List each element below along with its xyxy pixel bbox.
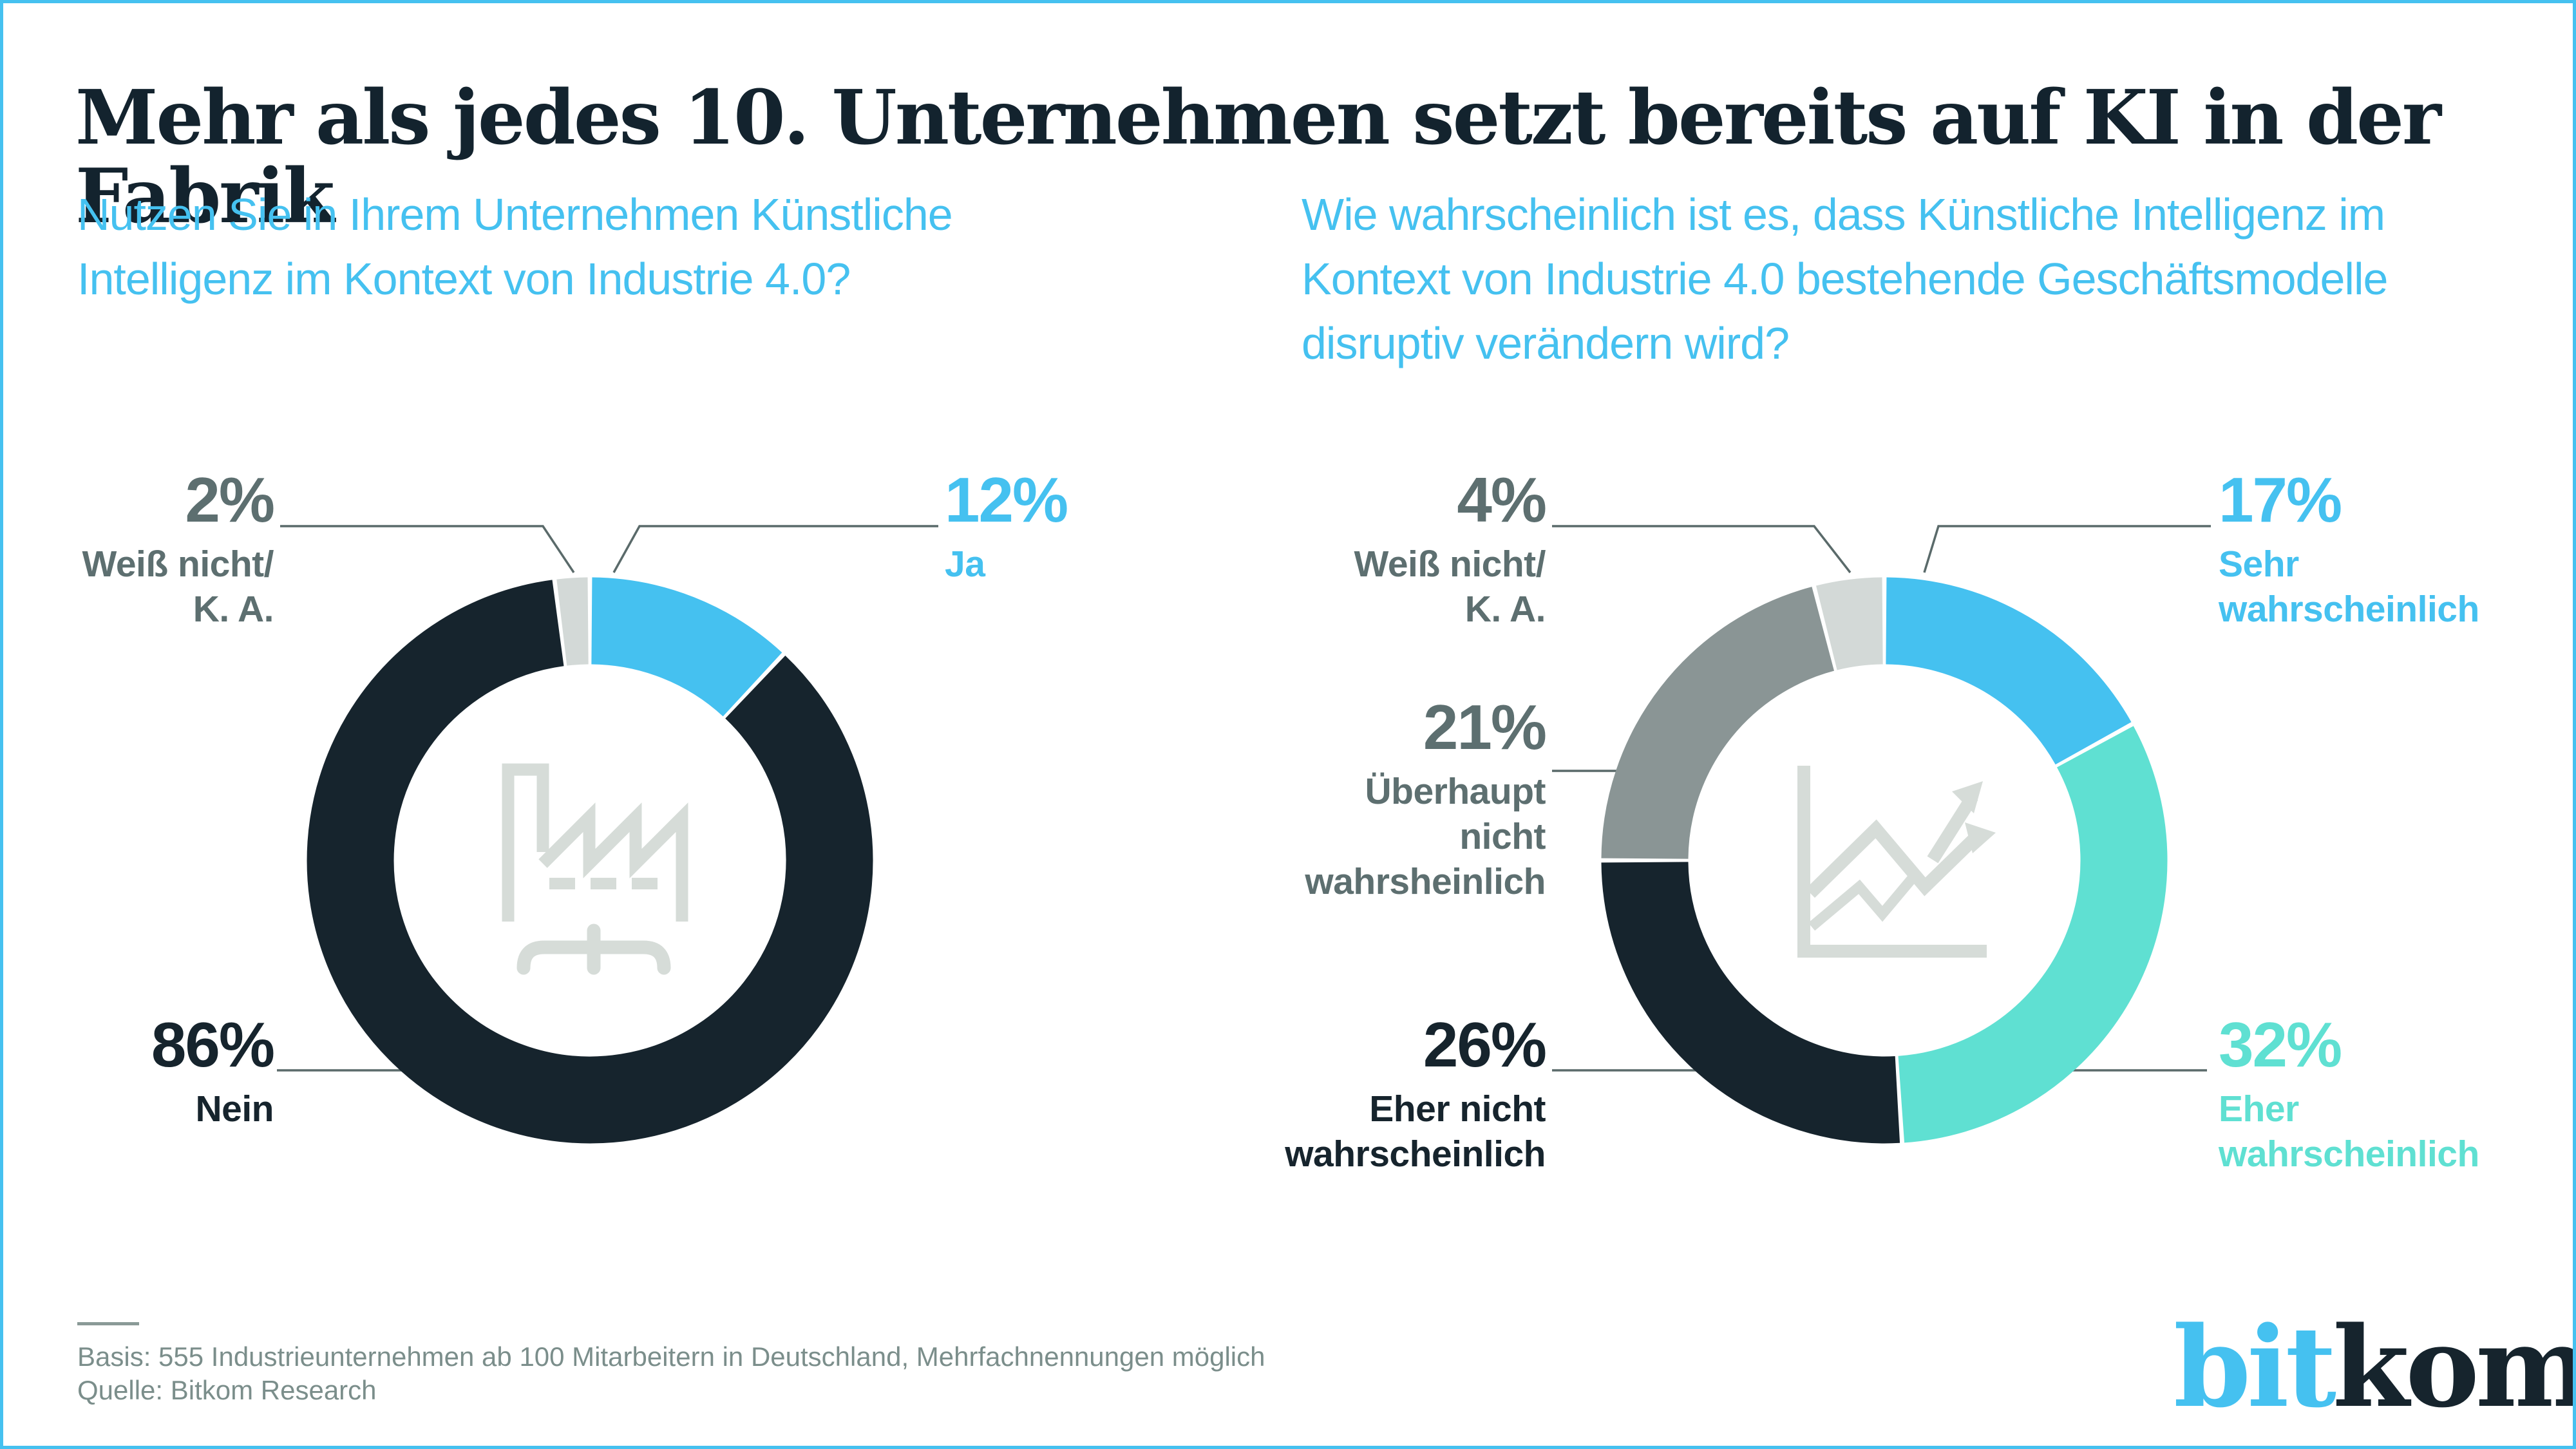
factory-windows	[549, 878, 658, 889]
factory-roof	[538, 802, 688, 922]
leader-line-weiss-nicht-right	[1552, 525, 1852, 574]
chart2-label-eher: 32% Eher wahrscheinlich	[2219, 1013, 2553, 1177]
factory-icon	[502, 763, 688, 975]
donut-chart-ki-nutzung	[307, 577, 873, 1144]
chart1-weiss-nicht-line1: Weiß nicht/	[82, 544, 274, 585]
donut-segment-eher-wahrscheinlich	[1897, 726, 2168, 1143]
chart1-nein-value: 86%	[151, 1009, 275, 1080]
chart1-ja-line1: Ja	[945, 544, 985, 585]
chart2-ueberhaupt-value: 21%	[1423, 692, 1547, 762]
chart2-eher-line2: wahrscheinlich	[2219, 1133, 2479, 1175]
page-title: Mehr als jedes 10. Unternehmen setzt ber…	[75, 74, 2441, 240]
factory-chimney	[502, 763, 549, 922]
chart2-weiss-nicht-value: 4%	[1457, 464, 1547, 535]
donut-segment-nein	[307, 580, 873, 1144]
trend-line-big	[1805, 819, 1981, 898]
bitkom-logo: bitkom	[2174, 1312, 2573, 1423]
chart2-weiss-nicht-line2: K. A.	[1464, 589, 1546, 630]
chart2-question: Wie wahrscheinlich ist es, dass Künstlic…	[1302, 189, 2388, 368]
chart2-eher-value: 32%	[2219, 1009, 2342, 1080]
trend-arrowhead-2	[1965, 822, 1996, 853]
chart2-ueberhaupt-line3: wahrsheinlich	[1305, 861, 1546, 902]
trend-line-small	[1808, 870, 1920, 931]
chart2-eher-nicht-value: 26%	[1423, 1009, 1547, 1080]
chart2-ueberhaupt-line1: Überhaupt	[1365, 771, 1546, 812]
donut-segment-ja	[591, 577, 782, 717]
chart1-weiss-nicht-line2: K. A.	[193, 589, 274, 630]
chart2-sehr-value: 17%	[2219, 464, 2342, 535]
chart1-question: Nutzen Sie in Ihrem Unternehmen Künstlic…	[77, 189, 953, 304]
bitkom-logo-kom: kom	[2333, 1302, 2576, 1432]
donut-segment-überhaupt-nicht-wahrsheinlich	[1601, 587, 1835, 860]
footer-basis: Basis: 555 Industrieunternehmen ab 100 M…	[77, 1341, 1265, 1372]
chart2-weiss-nicht-line1: Weiß nicht/	[1354, 544, 1546, 585]
chart2-eher-nicht-line1: Eher nicht	[1369, 1088, 1546, 1130]
factory-base	[516, 923, 671, 975]
trend-chart-icon	[1797, 766, 1996, 958]
leader-line-weiss-nicht-left	[280, 525, 575, 573]
leader-lines	[277, 525, 2211, 1072]
chart2-sehr-line2: wahrscheinlich	[2219, 589, 2479, 630]
trend-arrowhead-1	[1952, 781, 1983, 813]
chart2-ueberhaupt-line2: nicht	[1459, 816, 1546, 857]
leader-line-ja	[612, 525, 938, 573]
chart1-ja-value: 12%	[945, 464, 1068, 535]
chart2-label-ueberhaupt: 21% Überhaupt nicht wahrsheinlich	[1224, 692, 1547, 904]
footer-source: Quelle: Bitkom Research	[77, 1375, 377, 1405]
chart2-sehr-line1: Sehr	[2219, 544, 2299, 585]
donut-segment-weiß-nicht-k-a-	[1816, 577, 1884, 670]
trend-axes	[1797, 766, 1987, 958]
chart2-label-sehr: 17% Sehr wahrscheinlich	[2219, 468, 2553, 632]
chart1-label-nein: 86% Nein	[29, 1009, 275, 1132]
footer: Basis: 555 Industrieunternehmen ab 100 M…	[77, 1340, 1752, 1407]
donut-segment-eher-nicht-wahrscheinlich	[1601, 861, 1900, 1144]
donut-segment-weiß-nicht-k-a-	[556, 577, 589, 666]
chart1-label-ja: 12% Ja	[945, 468, 1267, 587]
chart2-eher-line1: Eher	[2219, 1088, 2299, 1130]
chart2-label-weiss-nicht: 4% Weiß nicht/ K. A.	[1301, 464, 1547, 632]
chart2-eher-nicht-line2: wahrscheinlich	[1285, 1133, 1546, 1175]
chart1-label-weiss-nicht: 2% Weiß nicht/ K. A.	[29, 464, 275, 632]
trend-arrow-shaft	[1927, 793, 1978, 864]
leader-line-sehr-wahrscheinlich	[1923, 525, 2211, 573]
chart1-weiss-nicht-value: 2%	[185, 464, 275, 535]
donut-segment-sehr-wahrscheinlich	[1885, 577, 2132, 766]
footer-divider	[77, 1322, 139, 1325]
bitkom-logo-bit: bit	[2174, 1302, 2336, 1432]
chart1-nein-line1: Nein	[195, 1088, 274, 1130]
charts-canvas	[277, 525, 2211, 1144]
chart2-label-eher-nicht: 26% Eher nicht wahrscheinlich	[1224, 1009, 1547, 1177]
donut-chart-disruption	[1601, 577, 2168, 1144]
